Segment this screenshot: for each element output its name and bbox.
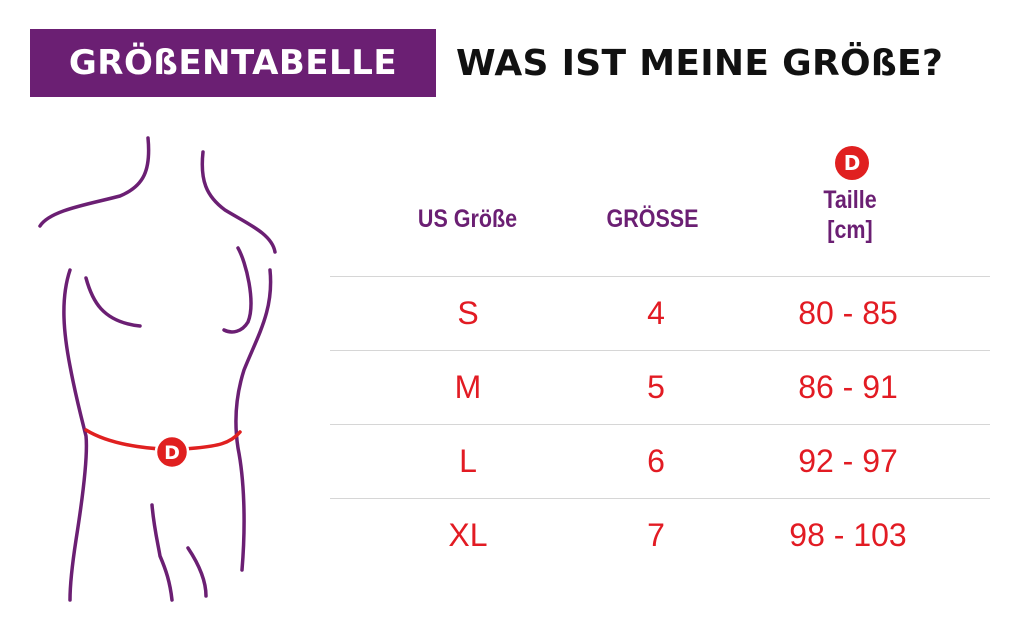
cell-us-size: S	[457, 295, 479, 331]
left-neck-shoulder-line	[38, 136, 151, 228]
column-header-waist-label: Taille	[823, 186, 877, 214]
waist-band	[84, 428, 242, 451]
size-question-heading: WAS IST MEINE GRÖßE?	[456, 42, 944, 84]
cell-waist: 92 - 97	[798, 443, 898, 479]
table-row: M 5 86 - 91	[330, 350, 990, 424]
table-row: XL 7 98 - 103	[330, 498, 990, 572]
column-header-waist: Taille [cm]	[790, 185, 910, 245]
right-torso-outline	[234, 268, 273, 572]
size-chart-title-badge: GRÖßENTABELLE	[30, 29, 436, 97]
column-header-us-size: US Größe	[417, 205, 518, 233]
cell-waist: 86 - 91	[798, 369, 898, 405]
cell-size: 7	[647, 517, 665, 553]
cell-waist: 80 - 85	[798, 295, 898, 331]
table-row: L 6 92 - 97	[330, 424, 990, 498]
body-outline-illustration: D	[38, 136, 277, 602]
table-row: S 4 80 - 85	[330, 276, 990, 350]
size-table: S 4 80 - 85 M 5 86 - 91 L 6 92 - 97 XL 7…	[330, 276, 990, 572]
waist-marker-badge: D	[835, 146, 869, 180]
column-header-size: GRÖSSE	[606, 205, 699, 233]
cell-size: 4	[647, 295, 665, 331]
waist-marker-label: D	[164, 442, 180, 464]
left-torso-outline	[62, 268, 89, 602]
size-chart-title: GRÖßENTABELLE	[68, 43, 398, 83]
cell-size: 5	[647, 369, 665, 405]
waist-marker-circle	[154, 434, 190, 470]
column-header-waist-unit: [cm]	[827, 216, 873, 244]
thigh-line	[186, 546, 208, 598]
cell-us-size: L	[459, 443, 477, 479]
cell-us-size: XL	[448, 517, 488, 553]
right-breast-line	[222, 246, 253, 334]
right-neck-shoulder-line	[200, 150, 277, 254]
cell-waist: 98 - 103	[789, 517, 907, 553]
cell-size: 6	[647, 443, 665, 479]
cell-us-size: M	[454, 369, 482, 405]
left-breast-line	[84, 276, 142, 328]
crotch-line	[150, 503, 174, 602]
